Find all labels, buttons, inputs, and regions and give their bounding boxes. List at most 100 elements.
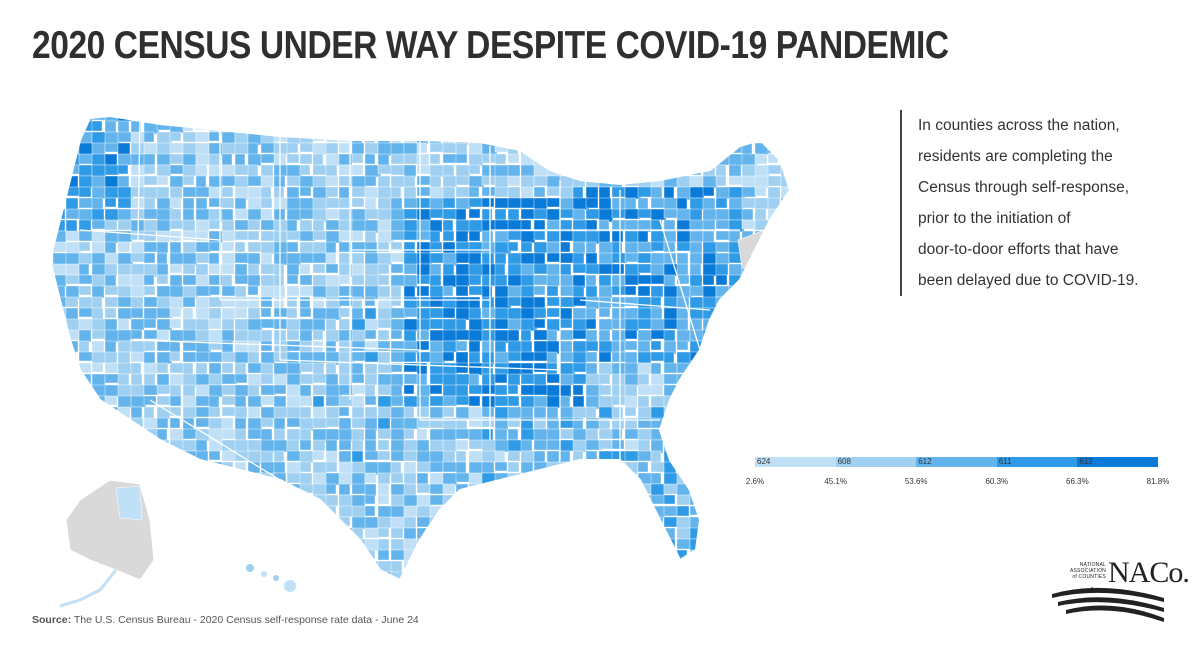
- county-cell: [195, 116, 210, 121]
- county-cell: [222, 583, 235, 594]
- county-cell: [546, 230, 562, 243]
- county-cell: [754, 362, 769, 377]
- county-cell: [520, 131, 533, 145]
- county-cell: [546, 116, 561, 120]
- county-cell: [156, 164, 172, 177]
- county-cell: [546, 241, 561, 255]
- county-cell: [50, 472, 53, 487]
- county-cell: [599, 583, 613, 595]
- county-cell: [741, 494, 757, 508]
- county-cell: [78, 307, 94, 318]
- county-cell: [598, 527, 611, 541]
- county-cell: [78, 285, 92, 296]
- legend-class-5: 612: [1077, 457, 1158, 467]
- county-cell: [104, 263, 118, 277]
- county-cell: [195, 494, 208, 506]
- county-cell: [663, 505, 678, 517]
- county-cell: [52, 164, 70, 178]
- county-cell: [624, 450, 640, 462]
- county-cell: [65, 131, 82, 142]
- county-cell: [169, 571, 187, 580]
- county-cell: [754, 406, 771, 419]
- county-cell: [143, 417, 159, 430]
- county-cell: [572, 120, 589, 132]
- county-cell: [455, 571, 470, 580]
- county-cell: [598, 274, 612, 287]
- county-cell: [780, 505, 790, 518]
- county-cell: [221, 549, 234, 562]
- county-cell: [728, 120, 746, 133]
- county-cell: [52, 131, 66, 145]
- county-cell: [637, 153, 653, 167]
- county-cell: [377, 208, 393, 222]
- county-cell: [715, 373, 728, 385]
- county-cell: [741, 560, 759, 572]
- county-cell: [494, 461, 508, 472]
- county-cell: [637, 505, 655, 518]
- county-cell: [754, 164, 771, 178]
- county-cell: [195, 131, 210, 143]
- county-cell: [741, 395, 755, 408]
- county-cell: [715, 494, 729, 506]
- county-cell: [182, 351, 197, 363]
- county-cell: [130, 142, 146, 155]
- county-cell: [50, 362, 52, 374]
- county-cell: [754, 571, 771, 580]
- county-cell: [208, 527, 223, 539]
- county-cell: [520, 175, 535, 189]
- county-cell: [325, 120, 341, 133]
- county-cell: [273, 461, 286, 474]
- county-cell: [494, 219, 511, 231]
- county-cell: [572, 307, 587, 320]
- county-cell: [169, 417, 181, 429]
- county-cell: [260, 175, 274, 188]
- county-cell: [637, 340, 651, 353]
- county-cell: [182, 439, 198, 452]
- county-cell: [404, 583, 418, 594]
- county-cell: [741, 450, 756, 461]
- state-border: [279, 359, 561, 371]
- county-cell: [481, 274, 497, 287]
- county-cell: [702, 527, 716, 538]
- county-cell: [130, 340, 146, 354]
- county-cell: [702, 428, 719, 442]
- county-cell: [260, 560, 276, 573]
- county-cell: [50, 406, 54, 420]
- county-cell: [650, 340, 662, 351]
- county-cell: [794, 110, 807, 121]
- county-cell: [364, 131, 376, 145]
- county-cell: [117, 461, 130, 473]
- county-cell: [325, 285, 340, 299]
- county-cell: [234, 428, 247, 441]
- county-cell: [547, 583, 559, 593]
- county-cell: [572, 219, 588, 231]
- county-cell: [741, 120, 758, 134]
- county-cell: [195, 263, 209, 277]
- county-cell: [494, 153, 507, 165]
- county-cell: [715, 219, 732, 230]
- county-cell: [208, 417, 225, 430]
- county-cell: [728, 483, 745, 497]
- county-cell: [377, 395, 393, 408]
- county-cell: [468, 296, 481, 310]
- county-cell: [494, 252, 507, 265]
- county-cell: [715, 571, 732, 580]
- county-cell: [169, 461, 187, 473]
- county-cell: [715, 560, 731, 573]
- county-cell: [325, 395, 341, 407]
- county-cell: [754, 417, 771, 430]
- county-cell: [598, 384, 612, 396]
- county-cell: [91, 208, 105, 221]
- county-cell: [676, 395, 688, 408]
- county-cell: [364, 483, 377, 497]
- legend-break: 81.8%: [1146, 477, 1170, 486]
- county-cell: [637, 120, 655, 131]
- county-cell: [169, 538, 181, 551]
- county-cell: [494, 560, 509, 574]
- county-cell: [351, 373, 365, 384]
- county-cell: [143, 186, 160, 200]
- county-cell: [364, 472, 377, 484]
- county-cell: [585, 351, 598, 363]
- county-cell: [780, 318, 790, 330]
- county-cell: [351, 296, 363, 309]
